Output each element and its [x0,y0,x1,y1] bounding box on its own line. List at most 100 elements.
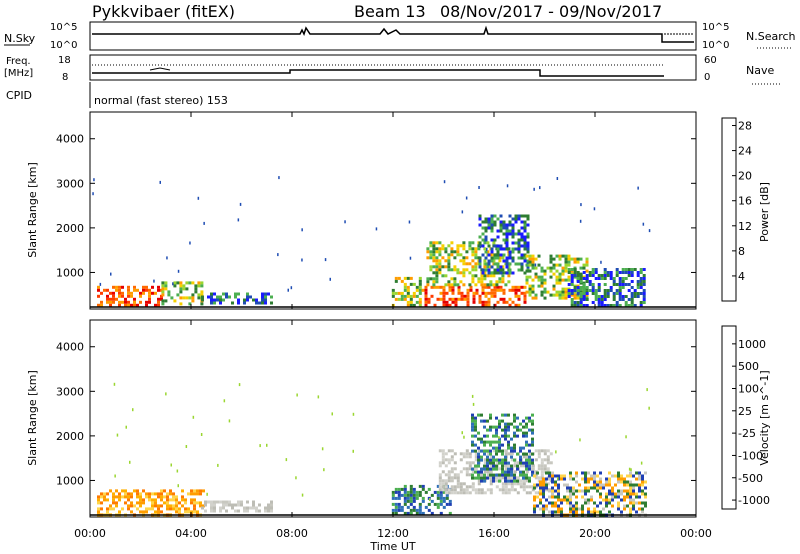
heatmap-cell [480,479,483,483]
heatmap-cell [468,283,472,287]
heatmap-cell [164,299,168,303]
heatmap-cell [234,292,237,296]
heatmap-cell [549,257,553,261]
heatmap-cell [596,483,599,487]
heatmap-cell [477,449,481,453]
heatmap-cell [514,262,518,266]
heatmap-cell [505,235,509,239]
heatmap-cell [630,268,634,271]
heatmap-cell [450,268,454,272]
heatmap-cell [498,256,502,260]
heatmap-cell [526,235,530,239]
heatmap-speckle [628,467,631,471]
heatmap-cell [435,250,439,254]
heatmap-cell [502,247,506,251]
heatmap-cell [611,498,614,502]
heatmap-cell [525,254,529,258]
heatmap-cell [397,487,401,491]
heatmap-cell [453,452,457,456]
x-tick-label: 16:00 [478,527,510,540]
heatmap-cell [549,275,553,279]
heatmap-cell [124,492,127,496]
heatmap-cell [490,265,494,269]
heatmap-cell [499,247,503,251]
heatmap-cell [495,461,499,465]
heatmap-cell [498,461,501,465]
heatmap-cell [590,474,593,478]
heatmap-cell [523,259,527,263]
heatmap-cell [557,495,560,499]
heatmap-cell [409,496,413,500]
heatmap-cell [489,473,492,477]
heatmap-cell [190,492,193,496]
heatmap-cell [207,500,210,504]
heatmap-cell [465,250,469,254]
heatmap-cell [439,291,443,295]
heatmap-cell [582,286,586,289]
heatmap-cell [537,455,541,459]
heatmap-cell [441,265,445,269]
colorbar-frame [721,117,737,302]
heatmap-cell [516,467,519,471]
heatmap-cell [492,446,495,450]
heatmap-cell [106,507,109,511]
heatmap-cell [516,479,519,483]
heatmap-cell [400,505,404,509]
heatmap-cell [112,498,115,502]
heatmap-cell [520,262,524,266]
heatmap-cell [489,467,492,471]
heatmap-cell [542,480,545,484]
heatmap-cell [517,238,521,242]
heatmap-cell [618,289,622,292]
heatmap-cell [486,470,490,474]
heatmap-cell [448,303,452,307]
heatmap-cell [504,431,507,435]
heatmap-cell [606,295,610,298]
heatmap-cell [542,489,545,493]
heatmap-cell [642,289,646,292]
heatmap-cell [523,229,527,233]
heatmap-cell [576,289,580,292]
freq-jitter [149,67,171,71]
heatmap-cell [391,508,395,512]
heatmap-cell [474,452,478,456]
heatmap-cell [403,496,407,500]
heatmap-cell [596,489,599,493]
heatmap-speckle [640,461,643,465]
heatmap-cell [510,488,514,492]
heatmap-cell [487,303,491,307]
heatmap-cell [499,214,503,218]
heatmap-cell [489,416,492,420]
heatmap-cell [507,443,510,447]
heatmap-cell [148,495,151,499]
heatmap-cell [172,492,175,496]
heatmap-cell [391,291,395,295]
heatmap-cell [219,509,222,513]
heatmap-cell [222,292,225,296]
heatmap-cell [184,507,187,511]
heatmap-cell [412,487,416,491]
heatmap-cell [584,477,587,481]
heatmap-cell [421,288,425,292]
heatmap-cell [483,458,487,462]
heatmap-speckle [625,435,627,439]
heatmap-cell [133,300,136,304]
heatmap-cell [435,280,439,284]
heatmap-cell [499,253,503,257]
heatmap-cell [430,493,434,497]
heatmap-cell [182,284,186,288]
heatmap-cell [596,504,599,508]
heatmap-cell [519,473,522,477]
heatmap-cell [468,473,472,477]
heatmap-cell [531,461,534,465]
heatmap-cell [579,295,583,298]
heatmap-cell [520,238,524,242]
heatmap-cell [548,471,551,475]
heatmap-cell [145,300,148,304]
heatmap-cell [225,503,228,507]
heatmap-cell [543,464,547,468]
heatmap-cell [560,474,563,478]
heatmap-speckle [285,458,288,462]
heatmap-cell [480,488,484,492]
